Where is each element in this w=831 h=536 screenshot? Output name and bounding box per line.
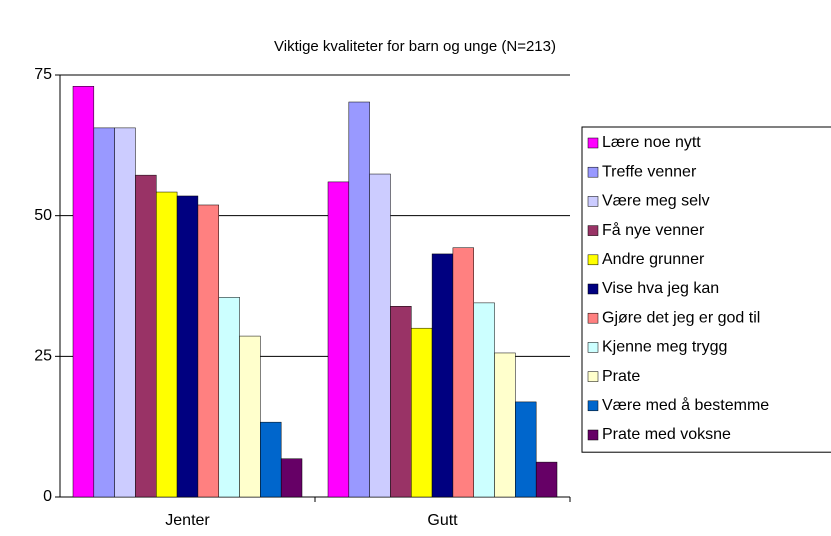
legend-label: Være meg selv xyxy=(602,193,710,210)
bar xyxy=(411,327,433,498)
legend-label: Andre grunner xyxy=(602,251,705,268)
legend-label: Gjøre det jeg er god til xyxy=(602,309,760,326)
legend-swatch xyxy=(587,196,599,207)
bar xyxy=(369,173,391,498)
legend-swatch xyxy=(587,371,599,382)
bar xyxy=(114,127,136,498)
bar xyxy=(431,253,454,498)
legend-swatch xyxy=(587,342,599,353)
y-tick-label: 75 xyxy=(34,66,52,83)
bar xyxy=(260,421,282,498)
legend-label: Kjenne meg trygg xyxy=(602,339,727,356)
bar xyxy=(348,101,370,498)
bar xyxy=(280,458,303,498)
bar xyxy=(473,302,495,498)
legend-label: Prate med voksne xyxy=(602,426,731,443)
legend-swatch xyxy=(587,225,599,236)
legend-label: Lære noe nytt xyxy=(602,134,701,151)
legend-swatch xyxy=(587,254,599,266)
bar xyxy=(135,174,157,498)
bar xyxy=(197,204,219,498)
bar xyxy=(390,306,412,498)
y-tick-label: 25 xyxy=(34,348,52,365)
bar xyxy=(72,86,95,498)
x-tick-label: Gutt xyxy=(427,512,458,529)
bar xyxy=(327,181,350,498)
bar xyxy=(515,401,537,498)
legend-swatch xyxy=(587,137,599,149)
legend-swatch xyxy=(587,429,599,441)
legend-label: Være med å bestemme xyxy=(602,396,769,414)
bar xyxy=(156,191,178,498)
bar xyxy=(535,461,558,498)
legend-label: Få nye venner xyxy=(602,221,705,239)
legend-swatch xyxy=(587,166,599,178)
bar xyxy=(239,335,261,498)
x-tick-label: Jenter xyxy=(165,512,210,529)
bar xyxy=(494,352,516,498)
y-tick-label: 0 xyxy=(43,488,52,505)
bar xyxy=(176,195,199,498)
legend-swatch xyxy=(587,283,599,295)
bar xyxy=(218,297,240,498)
legend-label: Treffe venner xyxy=(602,163,697,180)
legend-swatch xyxy=(587,400,599,412)
bar xyxy=(93,127,115,498)
legend-label: Vise hva jeg kan xyxy=(602,280,719,297)
bar xyxy=(452,247,474,498)
legend-swatch xyxy=(587,312,599,324)
legend-box xyxy=(581,126,831,453)
y-tick-label: 50 xyxy=(34,207,52,224)
chart-title: Viktige kvaliteter for barn og unge (N=2… xyxy=(274,38,556,55)
legend-label: Prate xyxy=(602,368,640,385)
